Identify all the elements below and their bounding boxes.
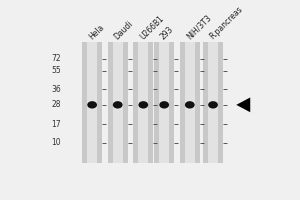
Ellipse shape — [208, 101, 218, 109]
Bar — [82, 42, 102, 163]
Bar — [159, 42, 169, 163]
Text: R.pancreas: R.pancreas — [208, 4, 244, 41]
Bar — [113, 42, 123, 163]
Text: 17: 17 — [51, 120, 61, 129]
Text: NIH/3T3: NIH/3T3 — [184, 13, 213, 41]
Ellipse shape — [159, 101, 169, 109]
Ellipse shape — [138, 101, 148, 109]
Text: Hela: Hela — [87, 22, 106, 41]
Text: Daudi: Daudi — [112, 19, 135, 41]
Text: 72: 72 — [51, 54, 61, 63]
Bar — [108, 42, 127, 163]
Ellipse shape — [87, 101, 97, 109]
Bar — [87, 42, 97, 163]
Text: 28: 28 — [51, 100, 61, 109]
Ellipse shape — [113, 101, 123, 109]
Bar — [208, 42, 218, 163]
Polygon shape — [236, 97, 250, 112]
Bar — [185, 42, 195, 163]
Bar — [134, 42, 153, 163]
Text: 55: 55 — [51, 66, 61, 75]
Text: U266B1: U266B1 — [138, 13, 166, 41]
Ellipse shape — [185, 101, 195, 109]
Bar — [180, 42, 200, 163]
Text: 293: 293 — [159, 24, 175, 41]
Bar — [203, 42, 223, 163]
Text: 36: 36 — [51, 85, 61, 94]
Bar — [154, 42, 174, 163]
Text: 10: 10 — [51, 138, 61, 147]
Bar — [138, 42, 148, 163]
